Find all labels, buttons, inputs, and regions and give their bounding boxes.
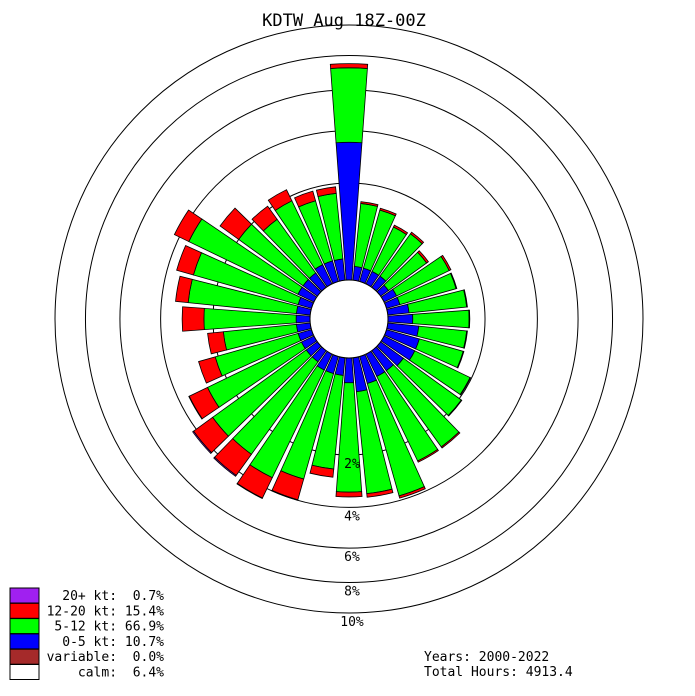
- ring-label: 8%: [344, 585, 360, 600]
- wind-segment: [392, 224, 409, 236]
- wind-segment: [440, 254, 452, 272]
- wind-segment: [459, 376, 472, 396]
- wind-segment: [207, 331, 228, 355]
- footer-years: Years: 2000-2022: [424, 650, 549, 665]
- wind-segment: [236, 482, 263, 499]
- wind-segment: [213, 456, 237, 477]
- legend-label: 12-20 kt: 15.4%: [47, 604, 165, 619]
- wind-segment: [315, 186, 337, 198]
- wind-segment: [181, 306, 205, 332]
- wind-segment: [335, 491, 363, 498]
- wind-segment: [366, 488, 394, 498]
- legend-swatch: [9, 618, 40, 635]
- wind-segment: [251, 205, 278, 232]
- wind-segment: [175, 275, 193, 304]
- legend-swatch: [9, 664, 40, 680]
- wind-segment: [360, 201, 379, 207]
- ring: [54, 24, 644, 614]
- wind-segment: [463, 330, 468, 349]
- ring-label: 6%: [344, 550, 360, 565]
- ring-label: 4%: [344, 509, 360, 524]
- wind-segment: [440, 431, 461, 449]
- wind-segment: [343, 357, 355, 384]
- ring: [84, 54, 614, 584]
- ring-label: 2%: [344, 457, 360, 472]
- legend-swatch: [9, 648, 40, 665]
- legend-swatch: [9, 602, 40, 619]
- chart-title: KDTW Aug 18Z-00Z: [262, 11, 426, 31]
- footer-hours: Total Hours: 4913.4: [424, 665, 573, 680]
- wind-segment: [329, 63, 369, 69]
- wind-segment: [412, 309, 470, 329]
- legend-swatch: [9, 587, 40, 604]
- wind-segment: [173, 209, 203, 243]
- wind-segment: [447, 399, 463, 417]
- wind-segment: [188, 395, 203, 420]
- wind-segment: [398, 486, 426, 499]
- wind-segment: [267, 189, 293, 211]
- wind-segment: [295, 314, 311, 324]
- legend-label: calm: 6.4%: [78, 666, 164, 681]
- wind-segment: [456, 350, 465, 369]
- wind-segment: [468, 309, 471, 329]
- wind-segment: [450, 272, 458, 290]
- wind-segment: [379, 207, 397, 217]
- wind-segment: [417, 250, 429, 264]
- wind-segment: [219, 207, 253, 240]
- wind-segment: [409, 231, 425, 245]
- wind-segment: [309, 464, 335, 478]
- wind-segment: [198, 356, 223, 384]
- ring-label: 10%: [340, 615, 364, 630]
- wind-segment: [463, 289, 468, 308]
- legend-label: 0-5 kt: 10.7%: [62, 635, 164, 650]
- wind-segment: [192, 430, 213, 455]
- wind-segment: [294, 190, 317, 208]
- calm-circle: [309, 279, 389, 359]
- legend-label: 5-12 kt: 66.9%: [54, 620, 164, 635]
- legend-swatch: [9, 633, 40, 650]
- wind-segment: [387, 313, 414, 325]
- legend-label: 20+ kt: 0.7%: [62, 589, 164, 604]
- wind-segment: [330, 67, 368, 144]
- wind-segment: [176, 245, 203, 276]
- wind-segment: [417, 448, 439, 463]
- legend-label: variable: 0.0%: [47, 650, 165, 665]
- wind-segment: [271, 489, 299, 501]
